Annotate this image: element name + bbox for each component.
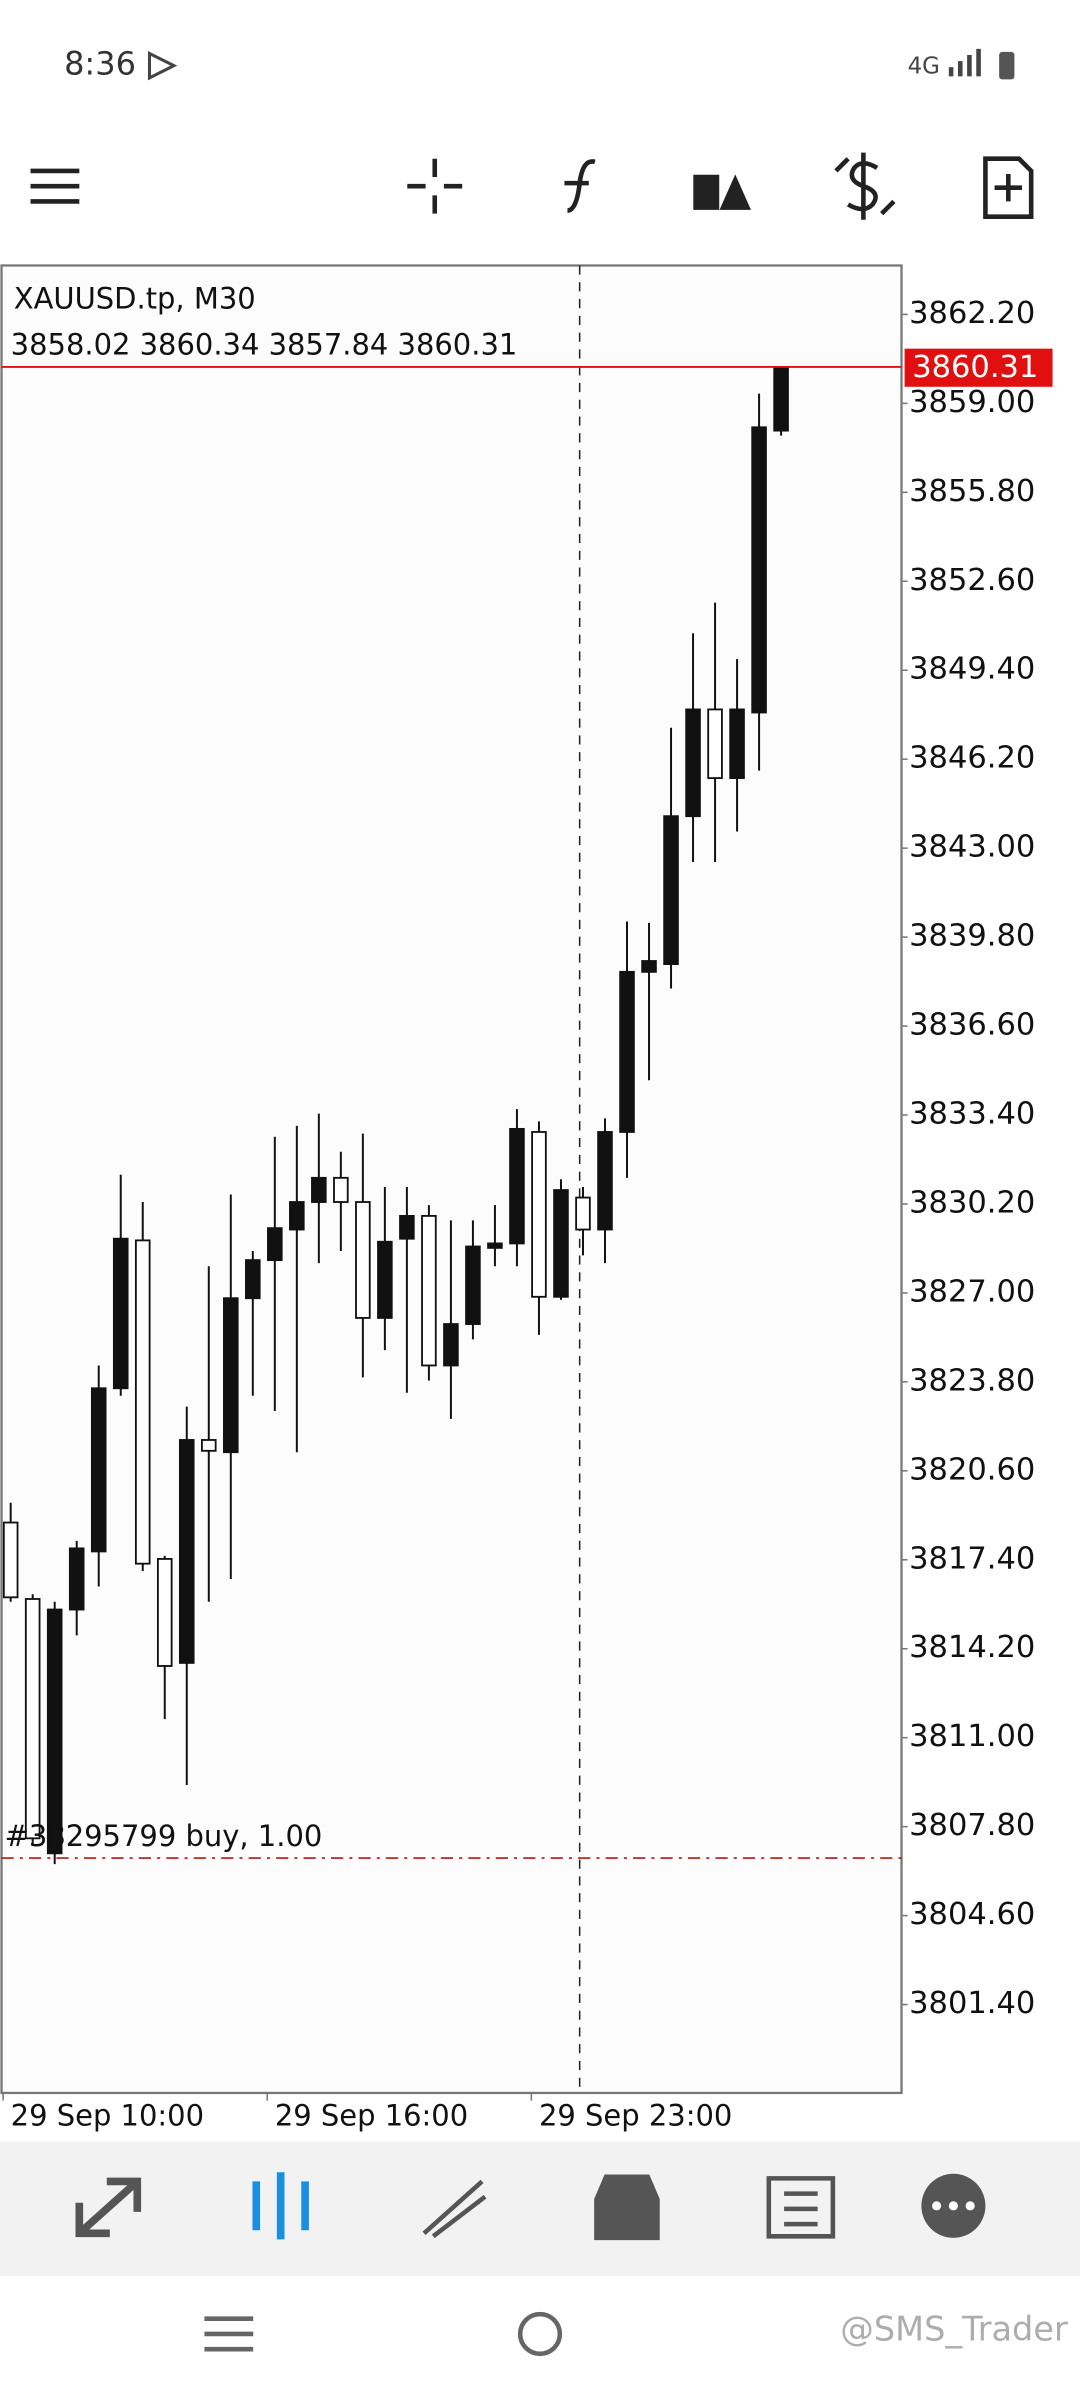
price-tag-label: 3860.31 bbox=[912, 350, 1038, 385]
ohlc-close: 3860.31 bbox=[398, 327, 518, 361]
recents-button[interactable] bbox=[204, 2316, 254, 2352]
symbol-label: XAUUSD.tp, M30 bbox=[14, 282, 256, 316]
home-button[interactable] bbox=[517, 2311, 563, 2357]
chart-tab[interactable] bbox=[252, 2172, 309, 2240]
candle-body bbox=[773, 366, 789, 432]
candle-body bbox=[2, 1521, 19, 1599]
trade-tab[interactable] bbox=[422, 2179, 487, 2239]
candle-body bbox=[575, 1196, 591, 1231]
crosshair-button[interactable] bbox=[407, 158, 463, 214]
candle-body bbox=[223, 1297, 239, 1454]
ohlc-values: 3858.02 3860.34 3857.84 3860.31 bbox=[11, 327, 518, 361]
y-tick-label: 3846.20 bbox=[909, 741, 1035, 776]
y-tick-label: 3827.00 bbox=[909, 1274, 1035, 1309]
candle-body bbox=[46, 1608, 63, 1855]
y-tick-label: 3833.40 bbox=[909, 1097, 1035, 1132]
watermark: @SMS_Trader bbox=[840, 2309, 1068, 2348]
candle-body bbox=[311, 1176, 327, 1203]
y-tick-label: 3855.80 bbox=[909, 474, 1035, 509]
candle-body bbox=[685, 708, 701, 818]
candle-body bbox=[289, 1201, 305, 1231]
x-tick-label: 29 Sep 23:00 bbox=[539, 2098, 732, 2132]
trade-button[interactable] bbox=[834, 152, 896, 220]
signal-icon bbox=[948, 48, 981, 77]
new-order-button[interactable] bbox=[983, 156, 1034, 219]
plot: 3862.20 3859.00 3855.80 3852.60 3849.40 3846.… bbox=[1, 296, 1053, 2132]
network-type: 4G bbox=[908, 54, 940, 80]
candle-body bbox=[156, 1558, 173, 1667]
candle-body bbox=[377, 1240, 393, 1319]
y-tick-label: 3839.80 bbox=[909, 919, 1035, 954]
candle-body bbox=[443, 1323, 459, 1367]
x-tick-label: 29 Sep 16:00 bbox=[275, 2098, 468, 2132]
y-tick-label: 3843.00 bbox=[909, 830, 1035, 865]
candle-body bbox=[597, 1131, 613, 1231]
y-tick-label: 3811.00 bbox=[909, 1719, 1035, 1754]
y-tick-label: 3807.80 bbox=[909, 1808, 1035, 1843]
objects-button[interactable] bbox=[693, 174, 751, 210]
news-tab[interactable] bbox=[766, 2176, 836, 2239]
y-tick-label: 3859.00 bbox=[909, 385, 1035, 420]
ohlc-low: 3857.84 bbox=[269, 327, 389, 361]
candle-body bbox=[553, 1189, 569, 1298]
ohlc-header: 3858.02 3860.34 3857.84 3860.31 bbox=[11, 327, 518, 361]
y-tick-label: 3849.40 bbox=[909, 652, 1035, 687]
y-tick-label: 3862.20 bbox=[909, 296, 1035, 331]
candle-body bbox=[355, 1201, 371, 1319]
candle-body bbox=[487, 1242, 503, 1249]
y-tick-label: 3817.40 bbox=[909, 1541, 1035, 1576]
y-tick-label: 3820.60 bbox=[909, 1452, 1035, 1487]
y-tick-label: 3814.20 bbox=[909, 1630, 1035, 1665]
candle-body bbox=[509, 1127, 525, 1245]
candle-body bbox=[729, 708, 745, 780]
candle-body bbox=[134, 1239, 151, 1565]
price-tag bbox=[904, 348, 1053, 387]
menu-button[interactable] bbox=[30, 168, 80, 204]
candle-body bbox=[751, 426, 767, 714]
candle-body bbox=[531, 1131, 547, 1298]
candle-body bbox=[707, 708, 723, 780]
y-tick-label: 3823.80 bbox=[909, 1363, 1035, 1398]
y-tick-label: 3804.60 bbox=[909, 1897, 1035, 1932]
candle-body bbox=[178, 1439, 195, 1664]
x-tick-label: 29 Sep 10:00 bbox=[11, 2098, 204, 2132]
candle-body bbox=[90, 1387, 107, 1553]
bottom-nav bbox=[0, 2141, 1080, 2276]
candle-body bbox=[267, 1227, 283, 1262]
candle-body bbox=[619, 970, 635, 1133]
y-tick-label: 3852.60 bbox=[909, 563, 1035, 598]
order-label: #38295799 buy, 1.00 bbox=[5, 1819, 323, 1853]
candle-body bbox=[663, 815, 679, 965]
candle-body bbox=[641, 960, 657, 973]
clock: 8:36 bbox=[64, 45, 136, 83]
candle-body bbox=[399, 1214, 415, 1240]
ohlc-open: 3858.02 bbox=[11, 327, 131, 361]
ohlc-high: 3860.34 bbox=[140, 327, 260, 361]
candle-body bbox=[68, 1547, 85, 1611]
candle-body bbox=[112, 1237, 129, 1390]
y-tick-label: 3801.40 bbox=[909, 1986, 1035, 2021]
play-icon bbox=[147, 50, 178, 81]
candle-body bbox=[201, 1439, 217, 1452]
battery-icon bbox=[999, 51, 1015, 80]
indicators-button[interactable] bbox=[564, 159, 596, 213]
y-tick-label: 3836.60 bbox=[909, 1008, 1035, 1043]
candle-body bbox=[24, 1598, 41, 1840]
candle-body bbox=[421, 1214, 437, 1367]
y-tick-label: 3830.20 bbox=[909, 1185, 1035, 1220]
candle-body bbox=[333, 1176, 349, 1203]
quotes-tab[interactable] bbox=[75, 2177, 142, 2238]
history-tab[interactable] bbox=[594, 2174, 660, 2241]
candle-body bbox=[465, 1245, 481, 1325]
candle-body bbox=[245, 1259, 261, 1300]
